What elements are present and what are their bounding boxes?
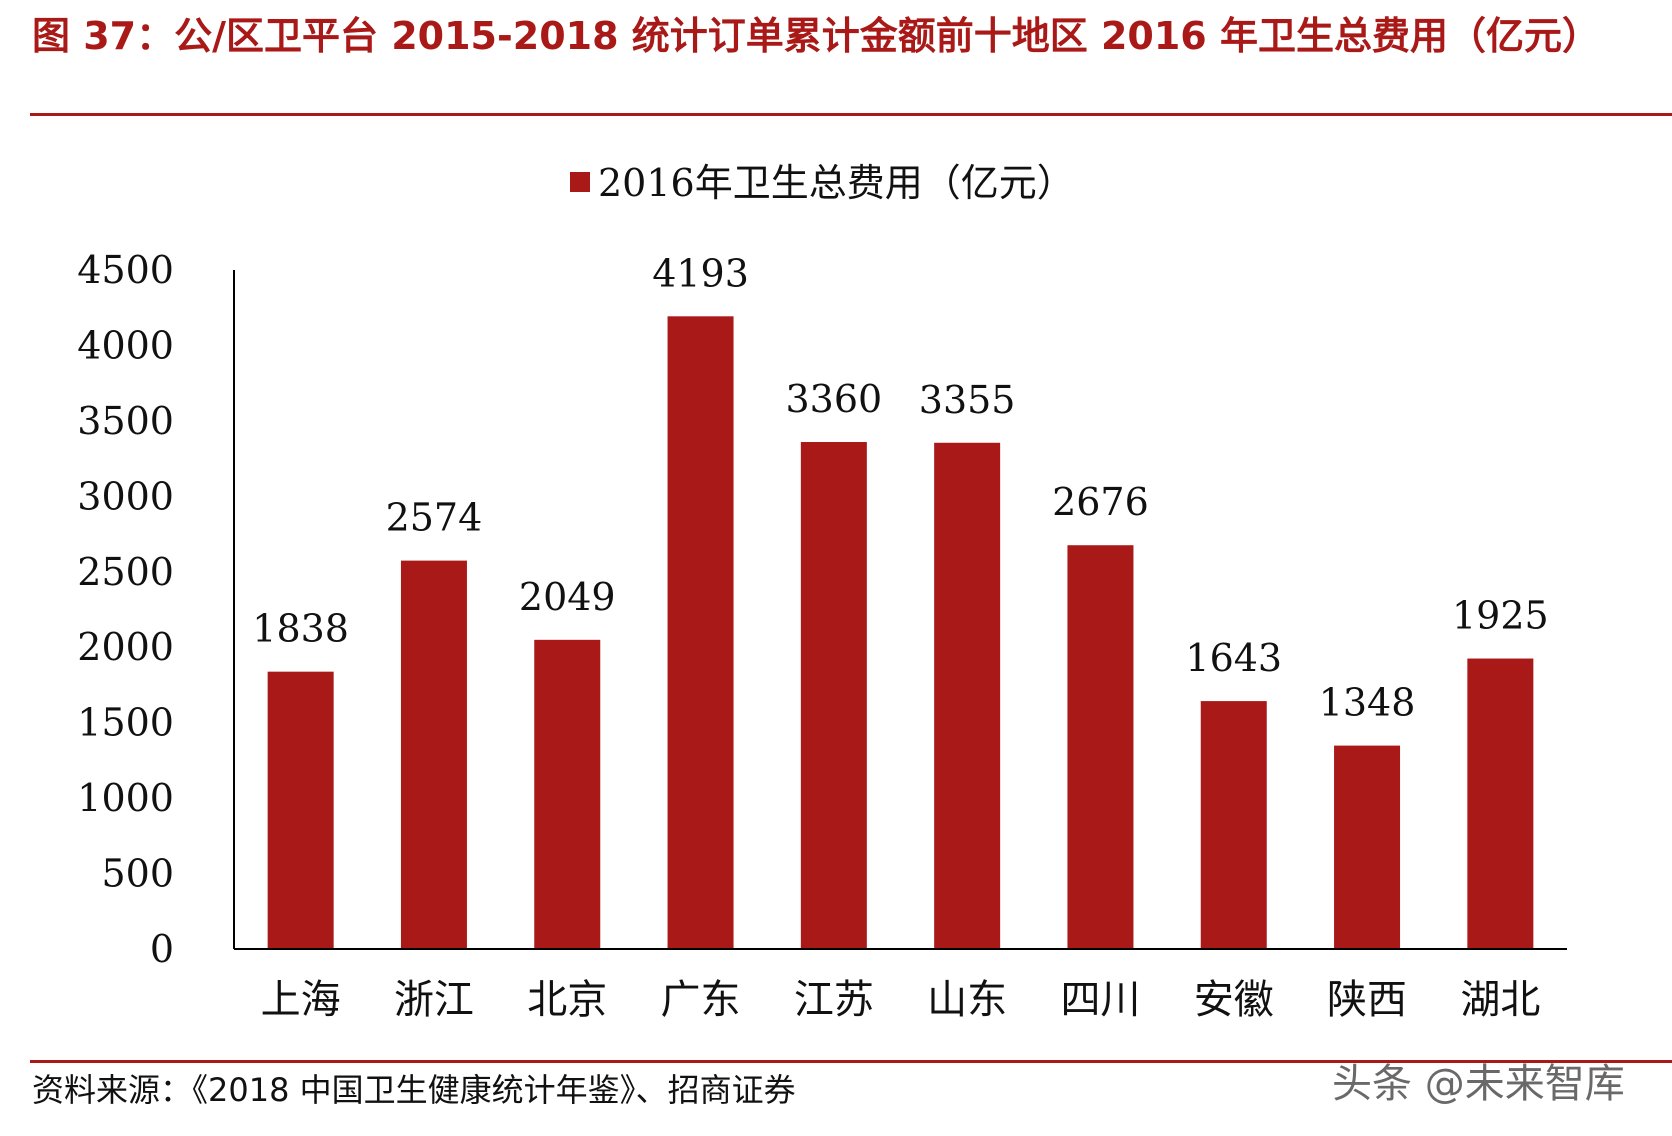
y-tick-label: 4000 <box>77 323 174 367</box>
bar-chart: 2016年卫生总费用（亿元） 0 500 1000 1500 2000 2500 3000 3… <box>77 161 1567 1023</box>
bar-value-label: 1348 <box>1319 681 1416 725</box>
y-tick-label: 500 <box>101 852 174 896</box>
x-category-label: 湖北 <box>1460 977 1540 1023</box>
bar <box>667 316 734 949</box>
value-labels: 1838 2574 2049 4193 3360 3355 2676 1643 1348 1925 <box>252 251 1548 724</box>
bar <box>534 639 601 949</box>
bar <box>267 671 334 949</box>
x-category-label: 浙江 <box>394 977 474 1023</box>
x-category-label: 四川 <box>1060 977 1140 1023</box>
x-category-label: 北京 <box>527 977 607 1023</box>
x-category-label: 上海 <box>261 977 341 1023</box>
figure-title: 图 37：公/区卫平台 2015-2018 统计订单累计金额前十地区 2016 … <box>32 14 1600 58</box>
bar-value-label: 4193 <box>652 251 749 295</box>
y-tick-label: 4500 <box>77 248 174 292</box>
y-tick-label: 1000 <box>77 776 174 820</box>
y-tick-label: 2500 <box>77 550 174 594</box>
bar <box>1334 745 1401 949</box>
y-tick-label: 0 <box>150 927 174 971</box>
bar <box>1467 658 1534 949</box>
x-axis-labels: 上海 浙江 北京 广东 江苏 山东 四川 安徽 陕西 湖北 <box>261 977 1541 1023</box>
x-category-label: 安徽 <box>1194 977 1274 1023</box>
source-divider <box>30 1060 1672 1063</box>
x-category-label: 陕西 <box>1327 977 1407 1023</box>
bar <box>1200 701 1267 949</box>
legend-swatch <box>570 172 590 192</box>
y-axis-ticks: 0 500 1000 1500 2000 2500 3000 3500 4000 4500 <box>77 248 174 971</box>
legend-label: 2016年卫生总费用（亿元） <box>598 161 1075 205</box>
x-category-label: 山东 <box>927 977 1007 1023</box>
y-tick-label: 3500 <box>77 399 174 443</box>
bar <box>400 560 467 949</box>
x-category-label: 广东 <box>661 977 741 1023</box>
y-tick-label: 2000 <box>77 625 174 669</box>
y-tick-label: 3000 <box>77 474 174 518</box>
bar-value-label: 1925 <box>1452 594 1549 638</box>
x-category-label: 江苏 <box>794 977 874 1023</box>
bar <box>800 442 867 949</box>
source-note: 资料来源：《2018 中国卫生健康统计年鉴》、招商证券 <box>32 1071 796 1109</box>
watermark: 头条 @未来智库 <box>1332 1061 1625 1107</box>
bar-value-label: 3360 <box>785 377 882 421</box>
bar-value-label: 3355 <box>919 378 1016 422</box>
bar-value-label: 1838 <box>252 607 349 651</box>
chart-legend: 2016年卫生总费用（亿元） <box>570 161 1075 205</box>
bar <box>1067 545 1134 949</box>
bar <box>934 442 1001 949</box>
y-tick-label: 1500 <box>77 701 174 745</box>
bar-value-label: 2676 <box>1052 480 1149 524</box>
title-divider <box>30 113 1672 116</box>
bar-value-label: 2049 <box>519 575 616 619</box>
bar-value-label: 1643 <box>1185 636 1282 680</box>
bars <box>267 316 1534 949</box>
bar-value-label: 2574 <box>386 496 483 540</box>
